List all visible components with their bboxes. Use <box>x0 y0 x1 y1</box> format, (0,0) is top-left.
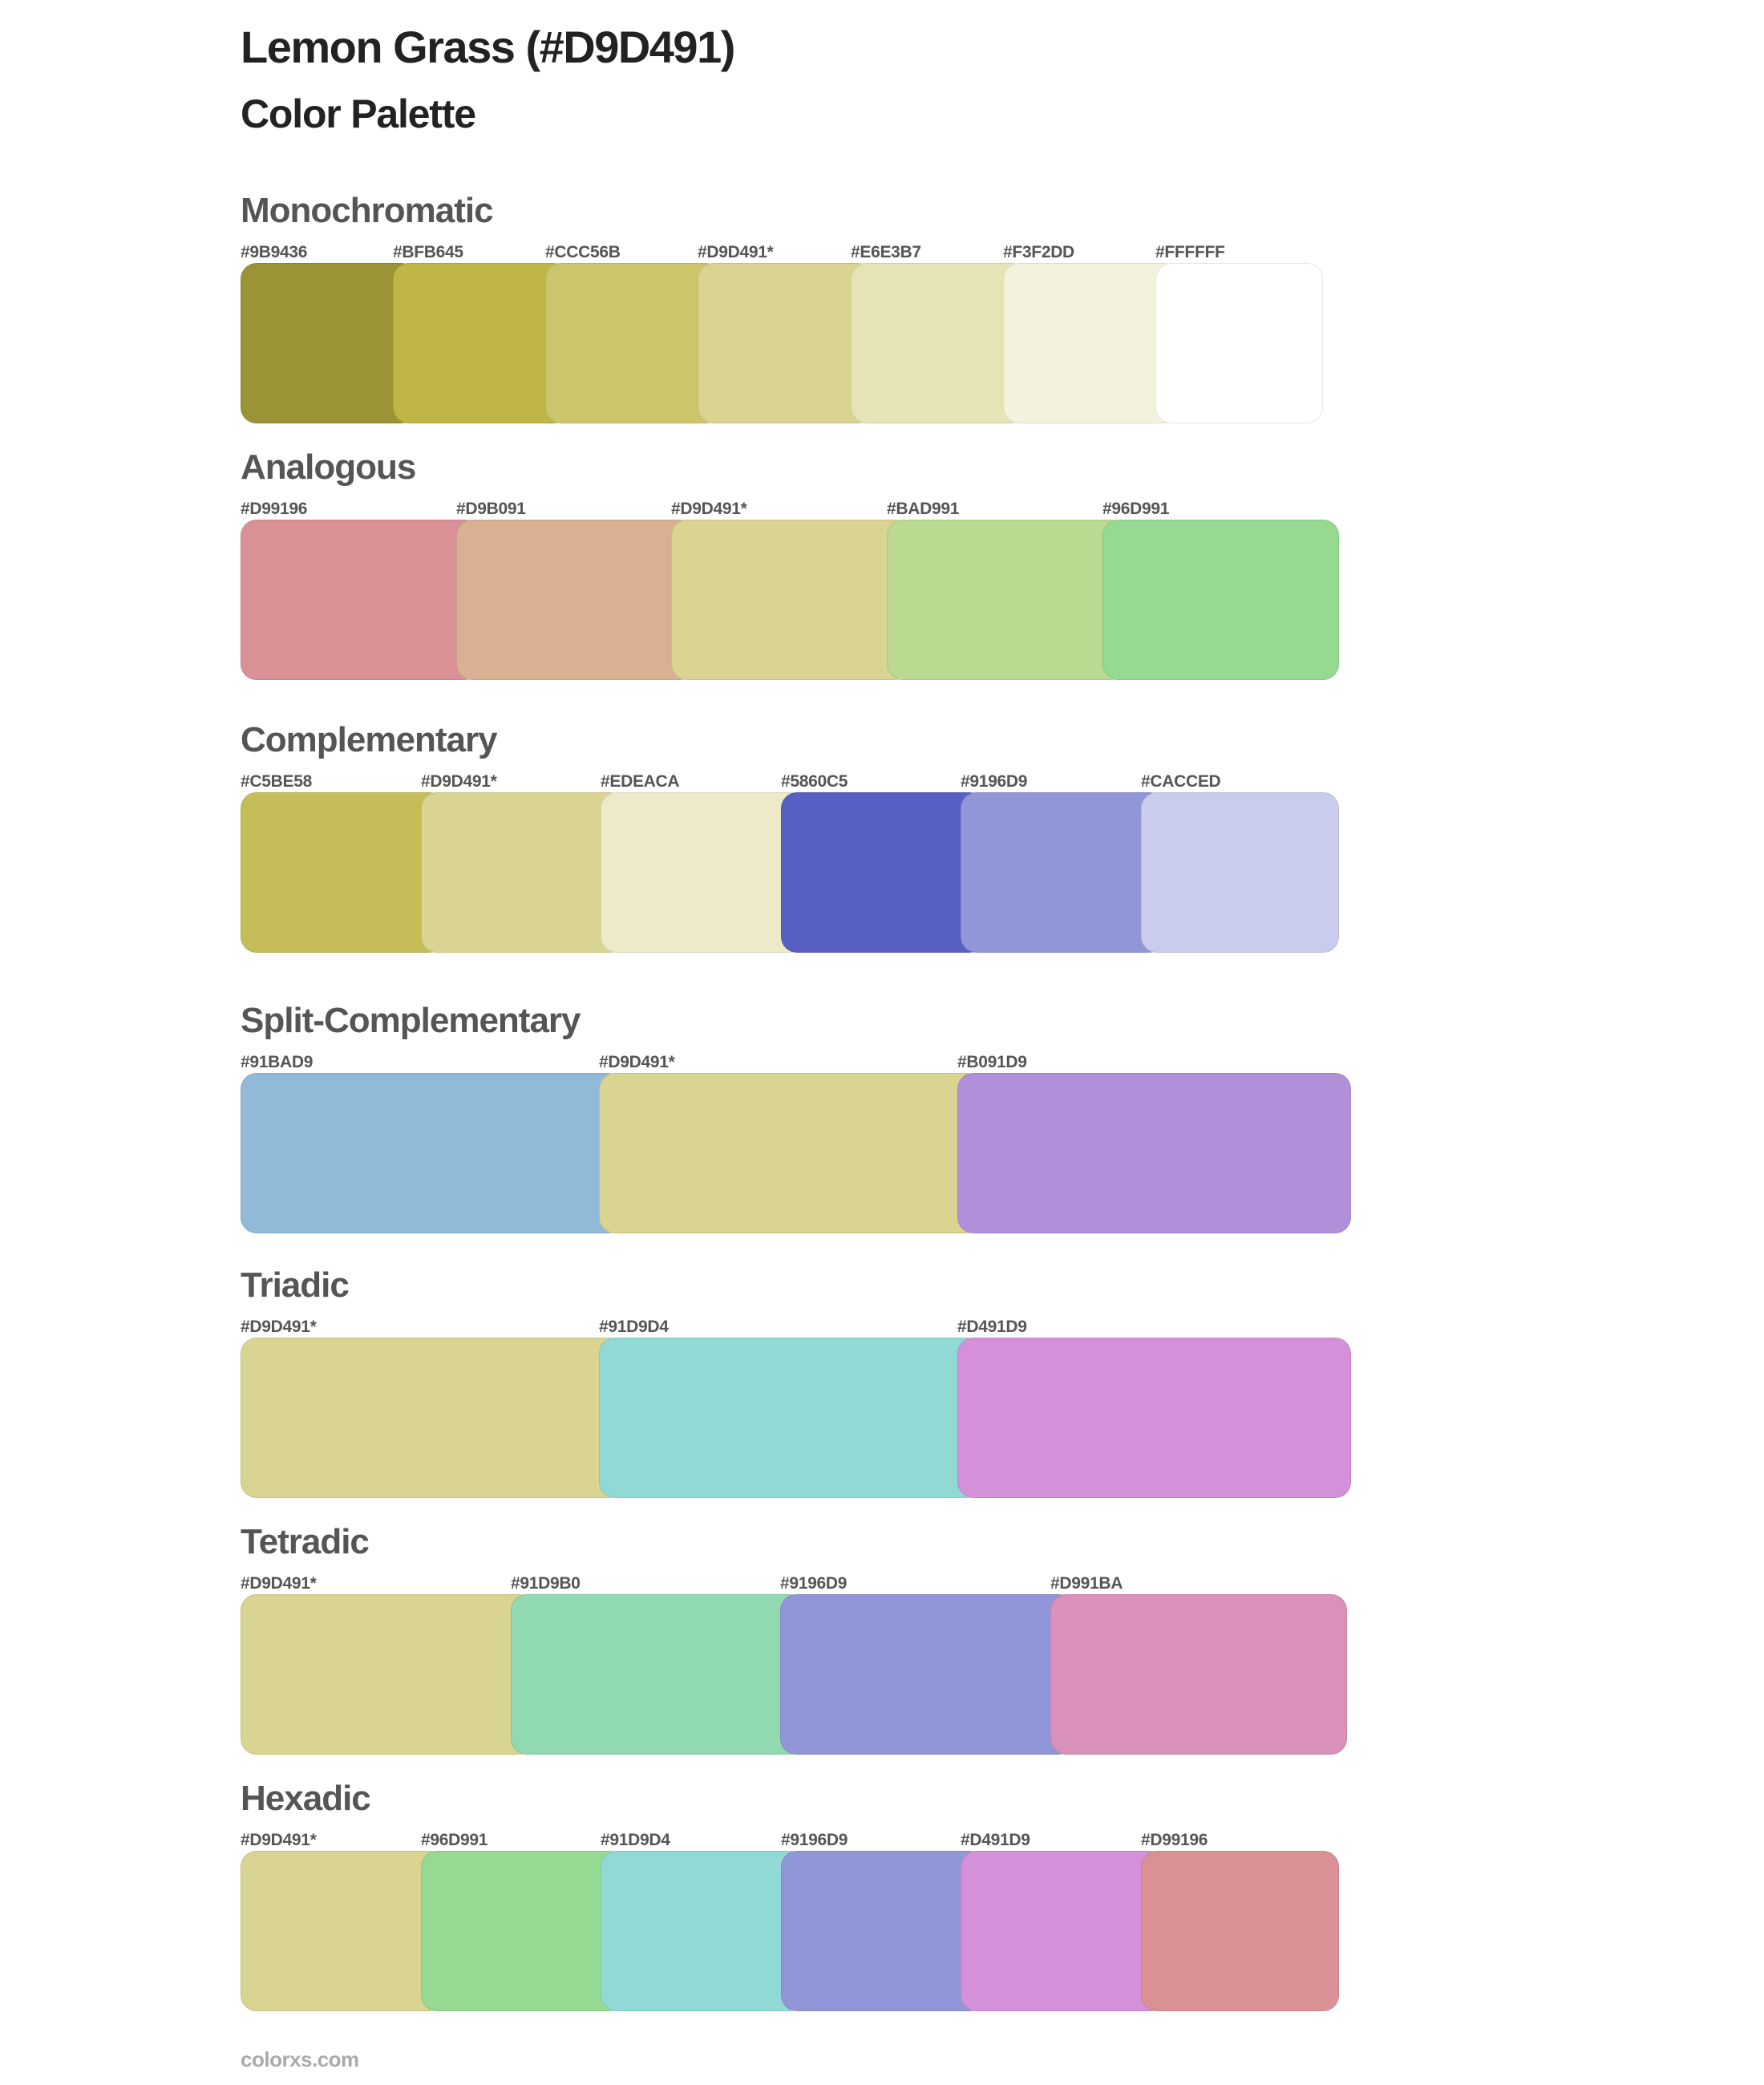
color-swatch[interactable] <box>1003 263 1179 423</box>
section-title: Tetradic <box>241 1522 370 1561</box>
swatch-hex-label[interactable]: #D99196 <box>1141 1831 1208 1849</box>
color-swatch[interactable] <box>887 520 1127 680</box>
color-swatch[interactable] <box>421 1851 625 2011</box>
color-swatch[interactable] <box>545 263 722 423</box>
color-swatch[interactable] <box>1050 1594 1347 1755</box>
site-credit: colorxs.com <box>241 2047 359 2071</box>
section-title: Analogous <box>241 447 416 487</box>
swatch-hex-label[interactable]: #D9D491* <box>241 1831 317 1849</box>
swatch-hex-label[interactable]: #EDEACA <box>601 772 680 791</box>
color-swatch[interactable] <box>241 520 480 680</box>
color-swatch[interactable] <box>781 792 985 953</box>
color-swatch[interactable] <box>599 1338 981 1498</box>
swatch-hex-label[interactable]: #BAD991 <box>887 500 960 518</box>
color-swatch[interactable] <box>1141 1851 1339 2011</box>
swatch-hex-label[interactable]: #CCC56B <box>545 243 621 261</box>
swatch-hex-label[interactable]: #D9D491* <box>698 243 774 261</box>
swatch-labels: #91BAD9 #D9D491* #B091D9 <box>241 1052 1363 1073</box>
color-swatch[interactable] <box>781 1851 985 2011</box>
swatch-hex-label[interactable]: #E6E3B7 <box>851 243 921 261</box>
swatch-hex-label[interactable]: #D9D491* <box>599 1053 675 1071</box>
color-swatch[interactable] <box>456 520 696 680</box>
swatch-hex-label[interactable]: #5860C5 <box>781 772 848 791</box>
swatch-hex-label[interactable]: #D9B091 <box>456 500 526 518</box>
color-swatch[interactable] <box>599 1073 981 1233</box>
swatch-hex-label[interactable]: #9196D9 <box>781 1831 848 1849</box>
swatch-hex-label[interactable]: #D991BA <box>1050 1574 1123 1593</box>
color-swatch[interactable] <box>421 792 625 953</box>
swatch-hex-label[interactable]: #91D9D4 <box>599 1318 669 1336</box>
swatch-labels: #D99196 #D9B091 #D9D491* #BAD991 #96D991 <box>241 499 1363 520</box>
swatch-hex-label[interactable]: #91D9B0 <box>511 1574 581 1593</box>
color-swatch[interactable] <box>511 1594 805 1755</box>
swatch-strip <box>241 1338 1351 1498</box>
color-swatch[interactable] <box>957 1338 1351 1498</box>
section-title: Triadic <box>241 1265 350 1305</box>
color-swatch[interactable] <box>961 792 1165 953</box>
swatch-strip <box>241 1851 1339 2011</box>
swatch-hex-label[interactable]: #D491D9 <box>961 1831 1030 1849</box>
section-title: Split-Complementary <box>241 1001 581 1040</box>
swatch-labels: #D9D491* #91D9B0 #9196D9 #D991BA <box>241 1573 1363 1594</box>
swatch-hex-label[interactable]: #96D991 <box>421 1831 488 1849</box>
swatch-labels: #D9D491* #96D991 #91D9D4 #9196D9 #D491D9 #D99… <box>241 1830 1363 1851</box>
swatch-hex-label[interactable]: #D99196 <box>241 500 308 518</box>
section-title: Monochromatic <box>241 191 494 230</box>
swatch-hex-label[interactable]: #9B9436 <box>241 243 308 261</box>
color-swatch[interactable] <box>241 1594 535 1755</box>
swatch-labels: #D9D491* #91D9D4 #D491D9 <box>241 1317 1363 1338</box>
section-title: Hexadic <box>241 1779 371 1818</box>
swatch-hex-label[interactable]: #F3F2DD <box>1003 243 1074 261</box>
color-swatch[interactable] <box>241 1338 623 1498</box>
color-swatch[interactable] <box>241 1073 623 1233</box>
color-swatch[interactable] <box>601 1851 805 2011</box>
color-swatch[interactable] <box>671 520 911 680</box>
swatch-strip <box>241 263 1323 423</box>
swatch-hex-label[interactable]: #D9D491* <box>241 1318 317 1336</box>
swatch-hex-label[interactable]: #FFFFFF <box>1155 243 1225 261</box>
color-swatch[interactable] <box>393 263 569 423</box>
swatch-strip <box>241 792 1339 953</box>
swatch-hex-label[interactable]: #9196D9 <box>961 772 1028 791</box>
swatch-hex-label[interactable]: #B091D9 <box>957 1053 1027 1071</box>
page-title: Lemon Grass (#D9D491) <box>241 22 735 72</box>
swatch-hex-label[interactable]: #91BAD9 <box>241 1053 314 1071</box>
swatch-hex-label[interactable]: #D9D491* <box>421 772 497 791</box>
swatch-strip <box>241 1073 1351 1233</box>
color-swatch[interactable] <box>601 792 805 953</box>
color-swatch[interactable] <box>851 263 1027 423</box>
section-title: Complementary <box>241 720 498 759</box>
swatch-hex-label[interactable]: #9196D9 <box>780 1574 848 1593</box>
color-swatch[interactable] <box>241 792 445 953</box>
swatch-hex-label[interactable]: #BFB645 <box>393 243 463 261</box>
color-swatch[interactable] <box>241 1851 445 2011</box>
color-swatch[interactable] <box>698 263 874 423</box>
swatch-strip <box>241 520 1339 680</box>
page-subtitle: Color Palette <box>241 91 476 136</box>
swatch-hex-label[interactable]: #CACCED <box>1141 772 1221 791</box>
color-swatch[interactable] <box>957 1073 1351 1233</box>
swatch-hex-label[interactable]: #91D9D4 <box>601 1831 670 1849</box>
swatch-strip <box>241 1594 1347 1755</box>
swatch-hex-label[interactable]: #C5BE58 <box>241 772 312 791</box>
color-swatch[interactable] <box>1102 520 1339 680</box>
swatch-hex-label[interactable]: #D9D491* <box>241 1574 317 1593</box>
color-swatch[interactable] <box>961 1851 1165 2011</box>
color-swatch[interactable] <box>1155 263 1323 423</box>
color-swatch[interactable] <box>1141 792 1339 953</box>
swatch-hex-label[interactable]: #D491D9 <box>957 1318 1027 1336</box>
swatch-hex-label[interactable]: #96D991 <box>1102 500 1170 518</box>
swatch-hex-label[interactable]: #D9D491* <box>671 500 747 518</box>
color-swatch[interactable] <box>241 263 417 423</box>
swatch-labels: #C5BE58 #D9D491* #EDEACA #5860C5 #9196D9 #CAC… <box>241 771 1363 792</box>
swatch-labels: #9B9436 #BFB645 #CCC56B #D9D491* #E6E3B7 #F3F… <box>241 242 1363 263</box>
color-swatch[interactable] <box>780 1594 1074 1755</box>
